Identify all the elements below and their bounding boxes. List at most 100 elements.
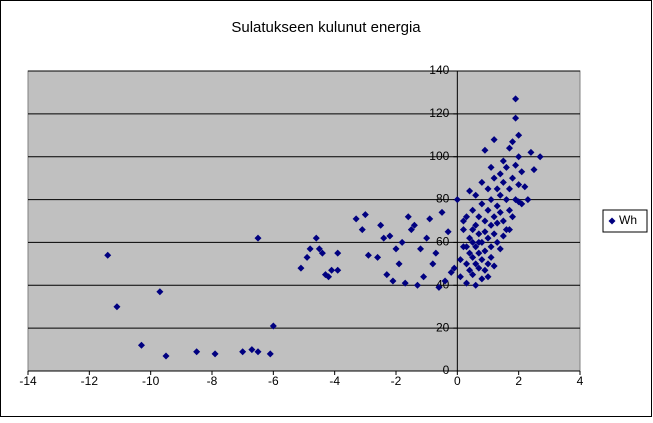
- point: [407, 226, 415, 234]
- point: [239, 348, 247, 356]
- point: [374, 253, 382, 261]
- point: [325, 273, 333, 281]
- point: [515, 131, 523, 139]
- point: [156, 288, 164, 296]
- point: [509, 213, 517, 221]
- x-tick-label: 4: [577, 374, 584, 388]
- point: [502, 196, 510, 204]
- point: [536, 153, 544, 161]
- point: [383, 271, 391, 279]
- point: [487, 196, 495, 204]
- y-tick-label: 60: [436, 235, 450, 249]
- point: [466, 249, 474, 257]
- point: [413, 281, 421, 289]
- y-tick-label: 20: [436, 320, 450, 334]
- x-tick-label: -6: [268, 374, 279, 388]
- y-tick-label: 100: [429, 149, 449, 163]
- point: [496, 208, 504, 216]
- point: [426, 215, 434, 223]
- point: [441, 277, 449, 285]
- legend-label: Wh: [619, 213, 637, 227]
- point: [420, 273, 428, 281]
- point: [484, 206, 492, 214]
- point: [328, 266, 336, 274]
- point: [493, 238, 501, 246]
- point: [509, 174, 517, 182]
- point: [490, 230, 498, 238]
- point: [334, 249, 342, 257]
- point: [463, 243, 471, 251]
- point: [487, 253, 495, 261]
- point: [502, 163, 510, 171]
- point: [453, 196, 461, 204]
- point: [466, 266, 474, 274]
- point: [435, 283, 443, 291]
- point: [463, 260, 471, 268]
- point: [505, 144, 513, 152]
- point: [475, 213, 483, 221]
- point: [248, 346, 256, 354]
- point: [490, 213, 498, 221]
- point: [254, 348, 262, 356]
- point: [352, 215, 360, 223]
- point: [472, 191, 480, 199]
- x-tick-label: -14: [19, 374, 37, 388]
- point: [481, 146, 489, 154]
- point: [469, 206, 477, 214]
- point: [401, 279, 409, 287]
- point: [398, 238, 406, 246]
- point: [312, 234, 320, 242]
- point: [505, 226, 513, 234]
- point: [524, 196, 532, 204]
- point: [211, 350, 219, 358]
- point: [456, 273, 464, 281]
- point: [306, 245, 314, 253]
- point: [481, 228, 489, 236]
- point: [318, 249, 326, 257]
- point: [377, 221, 385, 229]
- point: [450, 264, 458, 272]
- point: [518, 168, 526, 176]
- point: [469, 226, 477, 234]
- point: [475, 264, 483, 272]
- point: [499, 178, 507, 186]
- x-tick-label: -4: [329, 374, 340, 388]
- point: [484, 260, 492, 268]
- legend-marker: [608, 217, 616, 225]
- point: [429, 260, 437, 268]
- point: [496, 245, 504, 253]
- y-tick-label: 120: [429, 106, 449, 120]
- point: [478, 256, 486, 264]
- point: [469, 253, 477, 261]
- point: [484, 185, 492, 193]
- point: [438, 208, 446, 216]
- point: [496, 170, 504, 178]
- point: [481, 266, 489, 274]
- point: [518, 200, 526, 208]
- point: [447, 268, 455, 276]
- point: [487, 163, 495, 171]
- point: [472, 243, 480, 251]
- point: [466, 187, 474, 195]
- point: [459, 226, 467, 234]
- point: [499, 217, 507, 225]
- point: [472, 281, 480, 289]
- x-tick-label: -10: [142, 374, 160, 388]
- point: [509, 138, 517, 146]
- point: [512, 114, 520, 122]
- point: [417, 245, 425, 253]
- point: [481, 247, 489, 255]
- point: [490, 174, 498, 182]
- point: [530, 166, 538, 174]
- point: [137, 341, 145, 349]
- point: [478, 275, 486, 283]
- point: [459, 217, 467, 225]
- chart-title: Sulatukseen kulunut energia: [231, 19, 421, 36]
- point: [515, 181, 523, 189]
- point: [395, 260, 403, 268]
- point: [297, 264, 305, 272]
- point: [303, 253, 311, 261]
- point: [389, 277, 397, 285]
- point: [505, 185, 513, 193]
